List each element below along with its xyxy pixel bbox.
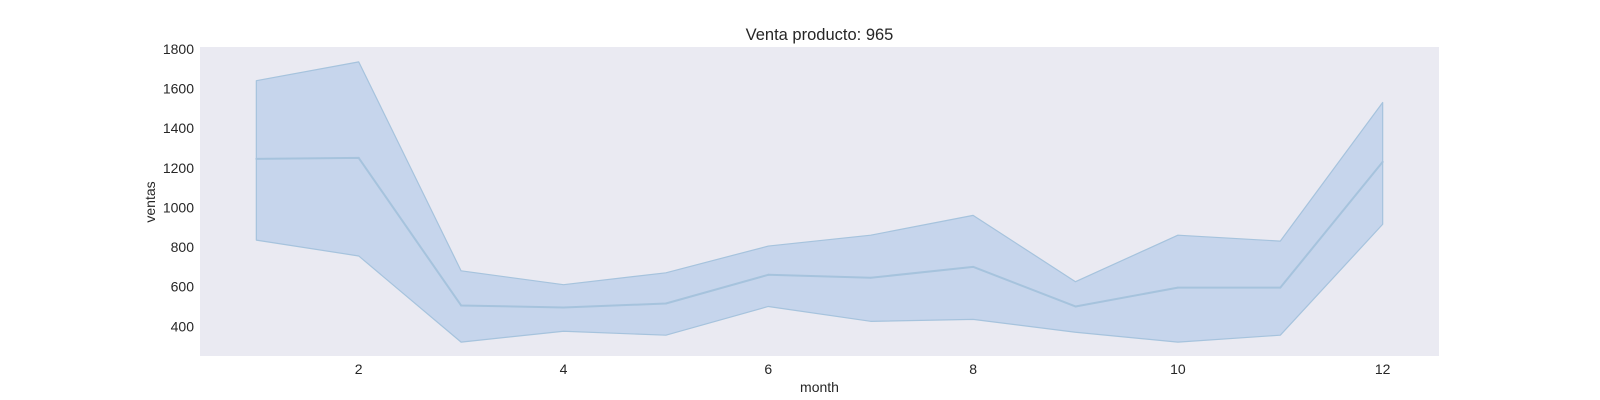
series-line xyxy=(256,156,1384,309)
y-tick-label: 800 xyxy=(171,239,195,255)
data-point xyxy=(1074,305,1077,308)
y-axis: 400 600 800 1000 1200 1400 1600 1800 xyxy=(163,41,194,334)
y-tick-label: 1400 xyxy=(163,120,194,136)
data-point xyxy=(562,306,565,309)
data-point xyxy=(1381,160,1384,163)
data-point xyxy=(869,276,872,279)
y-tick-label: 1200 xyxy=(163,160,194,176)
y-axis-label: ventas xyxy=(142,181,158,222)
chart-title: Venta producto: 965 xyxy=(746,26,894,44)
data-point xyxy=(972,265,975,268)
y-tick-label: 1000 xyxy=(163,199,194,215)
confidence-band xyxy=(255,61,1384,343)
x-tick-label: 6 xyxy=(764,361,772,377)
data-point xyxy=(357,156,360,159)
x-tick-label: 12 xyxy=(1375,361,1391,377)
y-tick-label: 1800 xyxy=(163,41,194,57)
y-tick-label: 600 xyxy=(171,279,195,295)
x-axis: 2 4 6 8 10 12 xyxy=(355,361,1391,377)
y-tick-label: 400 xyxy=(171,318,195,334)
y-tick-label: 1600 xyxy=(163,81,194,97)
x-axis-label: month xyxy=(800,379,839,395)
x-tick-label: 8 xyxy=(969,361,977,377)
data-point xyxy=(1279,286,1282,289)
series-line-layer xyxy=(255,156,1384,309)
data-point xyxy=(1176,286,1179,289)
data-point xyxy=(460,304,463,307)
data-point xyxy=(255,157,258,160)
confidence-band-layer xyxy=(255,61,1384,343)
x-tick-label: 4 xyxy=(560,361,568,377)
data-point xyxy=(664,302,667,305)
x-tick-label: 2 xyxy=(355,361,363,377)
data-point xyxy=(767,273,770,276)
x-tick-label: 10 xyxy=(1170,361,1186,377)
